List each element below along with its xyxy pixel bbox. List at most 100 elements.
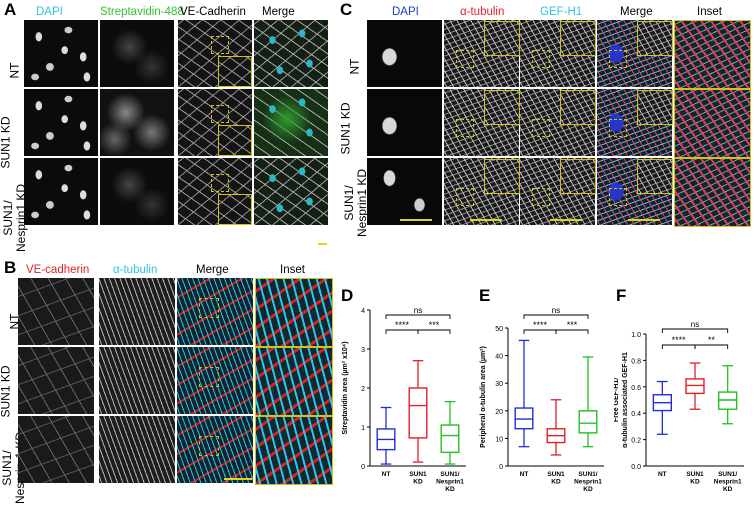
chart-f-ytick-label-3: 0.6 <box>631 385 641 392</box>
chart-f-sig-bracket-2 <box>694 344 729 349</box>
chart-e-ytick-label-3: 30 <box>495 381 503 388</box>
chart-e-category-label-2: SUN1/Nesprin1 KD <box>574 471 602 493</box>
panel-c-roi-r3-c2 <box>456 188 474 206</box>
panel-a-image-r1-c1 <box>24 20 98 87</box>
panel-b-image-r3-c2 <box>99 416 175 483</box>
panel-c-roi-r1-c2 <box>456 50 474 68</box>
panel-c-header-inset: Inset <box>697 6 722 18</box>
chart-e-ytick-label-4: 40 <box>495 354 503 361</box>
panel-c-scale-bar-3 <box>550 219 582 221</box>
chart-e-ylabel: Peripheral α-tubulin area (µm²) <box>480 346 487 448</box>
chart-f-sig-label-1: **** <box>672 335 687 345</box>
panel-c-header-gefh1: GEF-H1 <box>540 6 583 18</box>
panel-a-header-merge: Merge <box>262 6 295 18</box>
panel-b-roi-r1 <box>199 298 219 318</box>
panel-b-image-r1-c2 <box>99 278 175 345</box>
panel-b-header-inset: Inset <box>280 264 305 276</box>
chart-e-box-2 <box>578 410 598 434</box>
panel-c-roi-r2-c4 <box>609 119 627 137</box>
panel-label-b: B <box>4 258 17 277</box>
chart-f-ytick-label-1: 0.2 <box>631 438 641 445</box>
chart-d-ytick-label-3: 3 <box>361 347 365 354</box>
panel-a-roi-r1 <box>211 36 229 54</box>
chart-f-ytick-label-5: 1.0 <box>631 332 641 339</box>
panel-label-d: D <box>341 286 354 305</box>
panel-b-image-r2-c4 <box>255 347 333 416</box>
panel-b-image-r1-c1 <box>18 278 94 345</box>
panel-a-image-r3-c1 <box>24 158 98 225</box>
panel-c-image-r2-c1 <box>367 89 442 156</box>
panel-c-roi-r3-c3 <box>532 188 550 206</box>
panel-a-row-label-sun1: SUN1 KD <box>0 116 13 169</box>
panel-c-inset-r1-c3 <box>560 21 596 56</box>
chart-f-category-label-2: SUN1/Nesprin1 KD <box>714 471 742 493</box>
chart-d-category-label-2: SUN1/Nesprin1 KD <box>436 471 464 493</box>
chart-f-ytick-label-0: 0.0 <box>631 464 641 471</box>
panel-a-image-r2-c2 <box>100 89 174 156</box>
panel-c-roi-r1-c3 <box>532 50 550 68</box>
chart-e-ytick-label-5: 50 <box>495 326 503 333</box>
panel-c-roi-r2-c2 <box>456 119 474 137</box>
panel-c-image-r1-c1 <box>367 20 442 87</box>
panel-c-image-r3-c1 <box>367 158 442 225</box>
chart-d-box-2 <box>440 424 460 454</box>
panel-c-scale-bar-4 <box>628 219 660 221</box>
panel-a-inset-r3 <box>218 194 252 225</box>
chart-d-sig-bracket-2 <box>417 329 451 334</box>
panel-b-roi-r3 <box>199 436 219 456</box>
panel-a-image-r2-c1 <box>24 89 98 156</box>
panel-a-image-r2-c4 <box>254 89 328 156</box>
panel-b-image-r2-c2 <box>99 347 175 414</box>
panel-a-row-label-nt: NT <box>7 62 22 79</box>
panel-c-image-r3-c5 <box>674 158 751 227</box>
chart-d-sig-bracket-1 <box>385 329 419 334</box>
chart-e-ytick-label-1: 10 <box>495 436 503 443</box>
chart-d-box-1 <box>408 387 428 439</box>
panel-c-inset-r3-c2 <box>484 159 520 194</box>
panel-d-box-chart: 0 1 2 3 4 Streptavidin area (µm² x10⁴) NT SUN1 K… <box>342 306 466 493</box>
chart-f-ytick-label-2: 0.4 <box>631 411 641 418</box>
panel-b-scale-bar <box>224 478 252 480</box>
panel-c-scale-bar-1 <box>400 219 432 221</box>
panel-c-roi-r1-c4 <box>609 50 627 68</box>
panel-b-header-vecadherin: VE-cadherin <box>26 264 90 276</box>
chart-d-category-label-1: SUN1 KD <box>409 471 427 486</box>
chart-f-category-label-0: NT <box>658 471 667 478</box>
panel-b-header-merge: Merge <box>196 264 229 276</box>
panel-b-row-label-sun1: SUN1 KD <box>0 365 13 418</box>
panel-a-image-r3-c4 <box>254 158 328 225</box>
chart-e-sig-label-1: **** <box>533 320 548 330</box>
panel-c-row-label-sun1: SUN1 KD <box>338 102 353 155</box>
panel-b-image-r2-c3 <box>177 347 253 414</box>
panel-c-roi-r2-c3 <box>532 119 550 137</box>
panel-c-inset-r1-c4 <box>637 21 673 56</box>
chart-e-sig-bracket-2 <box>555 329 589 334</box>
chart-f-sig-label-0: ns <box>691 320 699 329</box>
chart-e-sig-label-0: ns <box>552 306 560 315</box>
panel-a-header-vecadherin: VE-Cadherin <box>180 6 246 18</box>
chart-e-sig-label-2: *** <box>567 320 578 330</box>
panel-a-scale-bar <box>318 243 327 245</box>
panel-a-header-streptavidin: Streptavidin-488 <box>100 6 184 18</box>
chart-d-ytick-label-4: 4 <box>361 308 365 315</box>
panel-label-e: E <box>479 286 491 305</box>
panel-a-image-r1-c4 <box>254 20 328 87</box>
panel-b-image-r3-c3 <box>177 416 253 483</box>
chart-f-sig-bracket-0 <box>661 328 729 333</box>
panel-b-header-tubulin: α-tubulin <box>113 264 158 276</box>
panel-c-inset-r2-c3 <box>560 90 596 125</box>
panel-a-roi-r3 <box>211 174 229 192</box>
panel-a-inset-r1 <box>218 56 252 87</box>
panel-c-header-tubulin: α-tubulin <box>460 6 505 18</box>
chart-f-ylabel: Free GEF-H1/α-tubulin associated GEF-H1 <box>614 352 629 448</box>
panel-c-inset-r2-c2 <box>484 90 520 125</box>
panel-label-a: A <box>4 0 17 19</box>
panel-a-roi-r2 <box>211 105 229 123</box>
chart-d-ytick-label-2: 2 <box>361 386 365 393</box>
panel-label-f: F <box>616 286 627 305</box>
panel-a-inset-r2 <box>218 125 252 156</box>
panel-a-header-dapi: DAPI <box>36 6 63 18</box>
chart-e-ytick-label-0: 0 <box>499 464 503 471</box>
chart-f-ytick-label-4: 0.8 <box>631 358 641 365</box>
panel-e-box-chart: 0 10 20 30 40 50 Peripheral α-tubulin area (µm… <box>480 306 604 493</box>
